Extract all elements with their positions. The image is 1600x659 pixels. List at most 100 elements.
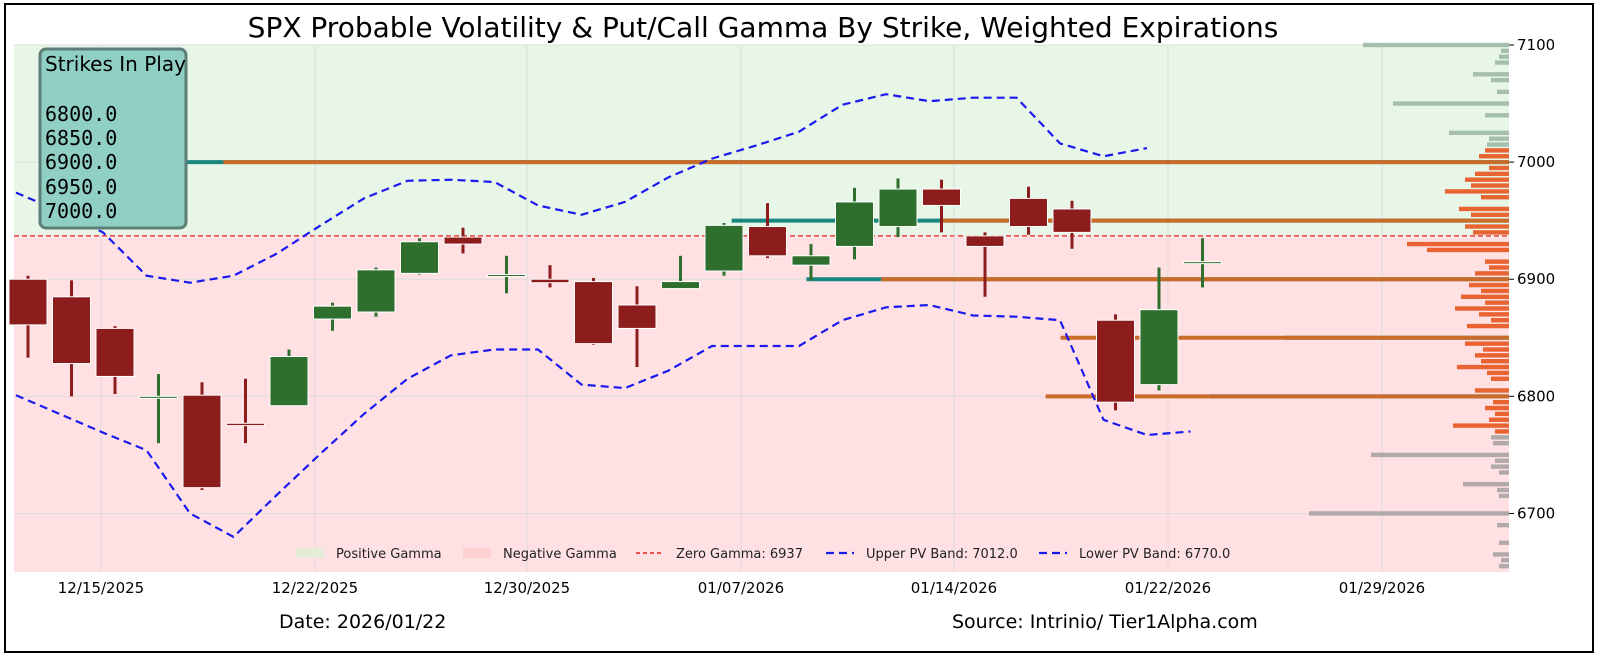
legend: Positive Gamma Negative Gamma Zero Gamma: … — [296, 547, 1230, 562]
chart-title: SPX Probable Volatility & Put/Call Gamma… — [248, 11, 1279, 44]
gamma-profile-bar — [1491, 318, 1509, 323]
candle-body — [95, 327, 135, 377]
gamma-profile-bar — [1363, 42, 1509, 48]
lower-pv-band-line — [15, 303, 1191, 539]
gamma-profile-bar — [1475, 353, 1509, 358]
gamma-profile-bar — [1481, 195, 1509, 200]
gamma-profile-bar — [1497, 487, 1509, 493]
gamma-profile-bar — [1489, 165, 1509, 171]
x-tick-label: 01/14/2026 — [911, 579, 997, 597]
gamma-profile-bar — [1455, 306, 1509, 311]
candle-body — [8, 278, 48, 326]
gamma-profile-bar — [1463, 481, 1509, 487]
gamma-profile-bar — [1495, 411, 1509, 417]
gamma-profile-bar — [1491, 464, 1509, 469]
strike-value: 6850.0 — [45, 126, 117, 150]
candle — [1052, 200, 1092, 249]
upper-pv-band-line — [15, 93, 1148, 284]
gamma-profile-bar — [1465, 341, 1509, 346]
gamma-profile-bar — [1497, 89, 1509, 95]
gamma-profile-bar — [1485, 148, 1509, 153]
candle — [704, 223, 744, 276]
candle — [443, 227, 483, 254]
candle — [791, 244, 831, 281]
gamma-profile-bar — [1491, 77, 1509, 83]
candle — [52, 280, 91, 397]
gamma-profile-bar — [1499, 493, 1509, 499]
gamma-profile-bar — [1475, 171, 1509, 177]
negative-gamma-zone — [14, 235, 1509, 572]
candles — [8, 178, 1222, 491]
gamma-profile-bar — [1473, 72, 1509, 77]
candle — [356, 267, 396, 317]
strikes-in-play-panel — [38, 47, 188, 230]
candle-body — [226, 422, 265, 427]
candle-body — [1139, 309, 1179, 386]
y-tick-label: 7100 — [1517, 36, 1555, 54]
strike-value: 6950.0 — [45, 175, 117, 199]
candle-body — [1052, 208, 1092, 233]
gamma-profile-bar — [1497, 522, 1509, 528]
gamma-profile-bar — [1499, 563, 1509, 569]
y-tick-label: 6800 — [1517, 387, 1555, 405]
chart-svg: 6700 6800 6900 7000 7100 12/15/2025 12/22/2025… — [8, 11, 1555, 633]
candle-body — [356, 269, 396, 313]
gamma-profile-bar — [1491, 376, 1509, 381]
candle-body — [704, 224, 744, 272]
gamma-profile-bar — [1485, 300, 1509, 305]
candle — [269, 349, 309, 407]
candle — [487, 255, 526, 294]
gamma-profile-bar — [1473, 230, 1509, 235]
candle — [574, 278, 613, 345]
candle — [965, 232, 1005, 297]
gamma-zone-backgrounds — [14, 45, 1509, 572]
candle-body — [530, 278, 570, 284]
candle — [1096, 314, 1135, 411]
strike-value: 7000.0 — [45, 199, 117, 223]
gamma-profile-bar — [1501, 48, 1509, 54]
strikes-in-play-box: Strikes In Play 6800.0 6850.0 6900.0 695… — [38, 47, 188, 230]
strikes-in-play-title: Strikes In Play — [45, 52, 186, 76]
legend-label: Upper PV Band: 7012.0 — [866, 547, 1018, 562]
candle-body — [965, 235, 1005, 247]
candle — [617, 286, 657, 368]
strike-value: 6800.0 — [45, 102, 117, 126]
legend-label: Negative Gamma — [503, 547, 617, 562]
candle — [1139, 267, 1179, 391]
gamma-profile-bar — [1475, 388, 1509, 393]
gamma-profile-bar — [1487, 370, 1509, 376]
gamma-profile-bar — [1467, 323, 1509, 329]
candle — [530, 265, 570, 288]
gamma-profile-bar — [1489, 136, 1509, 141]
gamma-profile-bar — [1471, 183, 1509, 188]
candle — [835, 187, 874, 260]
candle-body — [1009, 197, 1048, 228]
gamma-profile-bar — [1469, 282, 1509, 288]
gamma-profile-bar — [1493, 552, 1509, 557]
legend-item: Positive Gamma — [296, 547, 442, 562]
gamma-profile-bar — [1459, 206, 1509, 212]
gamma-profile-bar — [1445, 189, 1509, 194]
legend-swatch — [463, 548, 491, 558]
gamma-profile-bar — [1457, 364, 1509, 370]
legend-item: Negative Gamma — [463, 547, 617, 562]
gamma-profile-bar — [1491, 435, 1509, 440]
candle — [1183, 238, 1222, 288]
strike-value: 6900.0 — [45, 150, 117, 174]
gamma-profile-bar — [1479, 154, 1509, 159]
x-tick-label: 12/15/2025 — [58, 579, 144, 597]
legend-label: Zero Gamma: 6937 — [676, 547, 803, 562]
gamma-profile-bar — [1483, 347, 1509, 352]
x-tick-label: 01/22/2026 — [1125, 579, 1211, 597]
candle-body — [443, 236, 483, 245]
gamma-profile-bar — [1453, 423, 1509, 428]
candle-body — [661, 281, 700, 290]
gamma-profile-bar — [1499, 470, 1509, 475]
gamma-profile-bar — [1371, 452, 1509, 458]
candle-body — [878, 188, 918, 228]
candle-body — [400, 241, 439, 274]
gamma-profile-bar — [1427, 247, 1509, 253]
legend-item: Upper PV Band: 7012.0 — [826, 547, 1018, 562]
gamma-profile-bar — [1501, 558, 1509, 563]
gamma-profile-bar — [1449, 130, 1509, 136]
